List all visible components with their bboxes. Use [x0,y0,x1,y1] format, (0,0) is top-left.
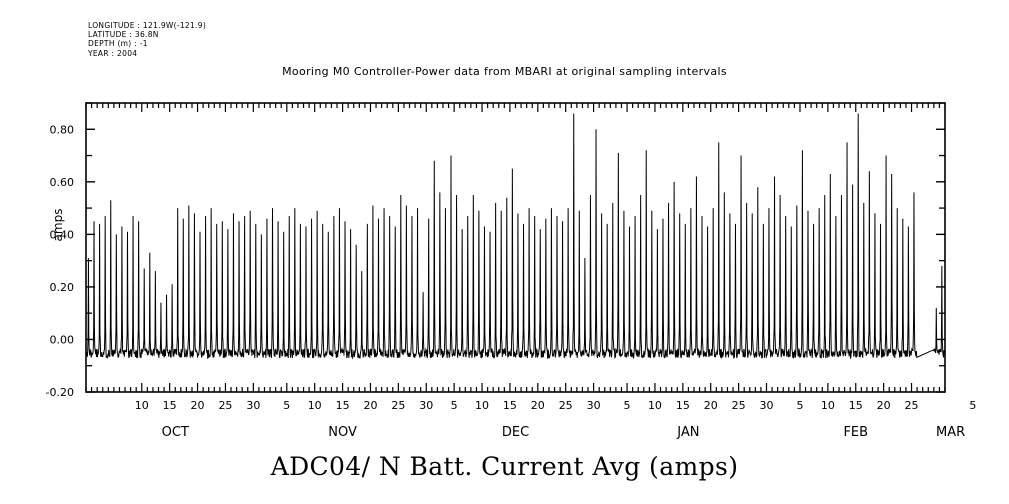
x-tick-label: 25 [559,399,573,412]
x-tick-label: 5 [796,399,803,412]
y-tick-label: 0.00 [50,333,75,346]
data-series-line [86,113,945,360]
x-tick-label: 15 [336,399,350,412]
x-month-label: DEC [502,425,529,440]
year-line: YEAR : 2004 [88,48,138,58]
x-tick-label: 15 [676,399,690,412]
x-tick-label: 30 [760,399,774,412]
x-tick-label: 25 [391,399,405,412]
latitude-line: LATITUDE : 36.8N [88,30,159,40]
x-month-label: OCT [162,425,189,440]
x-tick-label: 10 [648,399,662,412]
longitude-line: LONGITUDE : 121.9W(-121.9) [88,21,207,30]
x-month-label: MAR [936,425,965,440]
x-tick-label: 30 [246,399,260,412]
x-tick-label: 10 [475,399,489,412]
x-tick-label: 25 [732,399,746,412]
x-tick-label: 15 [849,399,863,412]
x-tick-label: 20 [531,399,545,412]
plot-title: Mooring M0 Controller-Power data from MB… [282,65,727,78]
x-tick-label: 20 [877,399,891,412]
x-month-label: JAN [676,425,699,440]
x-tick-label: 10 [135,399,149,412]
y-tick-label: -0.20 [46,386,74,399]
x-tick-label: 20 [363,399,377,412]
x-tick-label: 30 [419,399,433,412]
x-tick-label: 5 [969,399,976,412]
y-tick-label: 0.80 [50,123,75,136]
depth-line: DEPTH (m) : -1 [88,39,148,49]
x-month-label: NOV [328,425,357,440]
y-tick-label: 0.20 [50,281,75,294]
x-tick-label: 25 [905,399,919,412]
x-tick-label: 25 [218,399,232,412]
metadata-block: LONGITUDE : 121.9W(-121.9) LATITUDE : 36… [88,21,206,58]
x-month-label: FEB [843,425,868,440]
x-tick-label: 5 [451,399,458,412]
x-tick-label: 15 [503,399,517,412]
x-tick-label: 10 [308,399,322,412]
x-tick-label: 15 [163,399,177,412]
chart-caption: ADC04/ N Batt. Current Avg (amps) [270,452,739,481]
x-tick-label: 20 [704,399,718,412]
y-tick-label: 0.40 [50,228,75,241]
x-tick-label: 5 [624,399,631,412]
x-tick-label: 10 [821,399,835,412]
x-tick-label: 20 [191,399,205,412]
x-tick-label: 30 [587,399,601,412]
y-tick-label: 0.60 [50,176,75,189]
x-tick-label: 5 [283,399,290,412]
